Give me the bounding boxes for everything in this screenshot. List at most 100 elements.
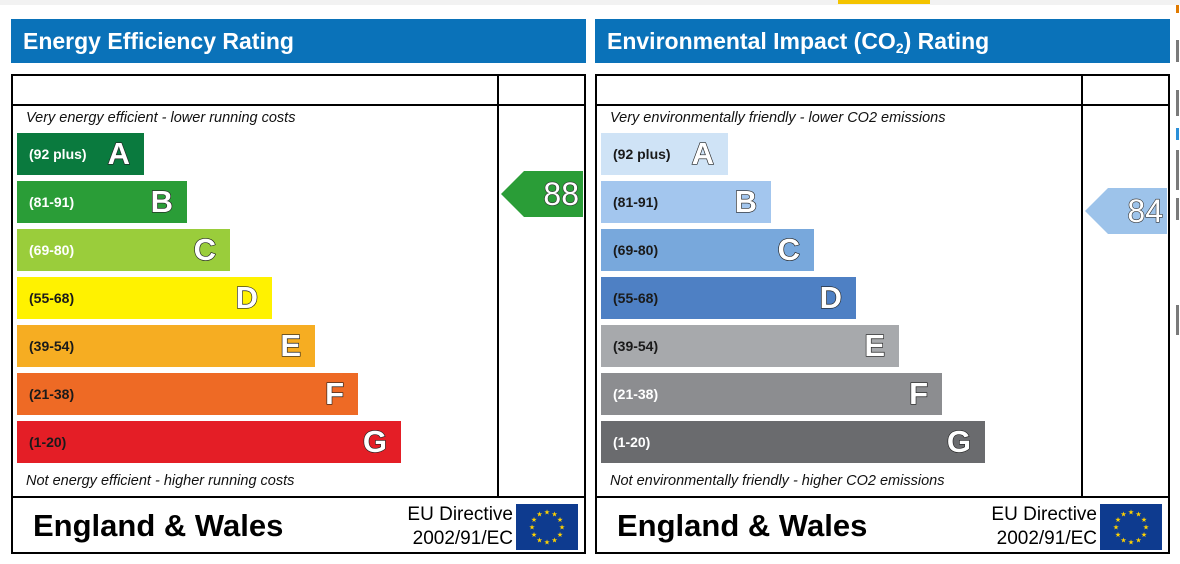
energy-efficiency-panel: Energy Efficiency Rating Very energy eff…	[11, 19, 586, 554]
band-letter: G	[946, 423, 971, 459]
rating-band-c: (69-80) C	[601, 229, 814, 271]
rating-band-c: (69-80) C	[17, 229, 230, 271]
rating-frame: Very environmentally friendly - lower CO…	[595, 74, 1170, 554]
band-range-label: (92 plus)	[29, 146, 87, 162]
header-divider	[597, 104, 1168, 106]
current-rating-value: 84	[1127, 192, 1164, 229]
rating-band-e: (39-54) E	[17, 325, 315, 367]
directive-line-2: 2002/91/EC	[996, 528, 1097, 549]
directive-line-1: EU Directive	[407, 504, 513, 525]
eu-star: ★	[557, 531, 563, 539]
eu-star: ★	[1128, 509, 1134, 517]
band-range-label: (21-38)	[613, 386, 659, 402]
band-letter: D	[235, 279, 259, 315]
eu-star: ★	[557, 516, 563, 524]
eu-star: ★	[1120, 511, 1126, 519]
panel-title: Energy Efficiency Rating	[11, 19, 586, 63]
band-range-label: (39-54)	[29, 338, 75, 354]
eu-star: ★	[536, 511, 542, 519]
eu-star: ★	[551, 536, 557, 544]
note-bottom: Not energy efficient - higher running co…	[26, 473, 295, 489]
column-divider	[497, 76, 499, 498]
rating-band-e: (39-54) E	[601, 325, 899, 367]
rating-band-b: (81-91) B	[17, 181, 187, 223]
band-range-label: (1-20)	[613, 434, 651, 450]
band-letter: A	[107, 135, 131, 171]
band-letter: G	[362, 423, 387, 459]
panel-title-main: Environmental Impact (CO	[607, 28, 896, 54]
eu-star: ★	[529, 524, 535, 532]
band-range-label: (81-91)	[29, 194, 75, 210]
rating-band-f: (21-38) F	[601, 373, 942, 415]
panel-title-suffix: ) Rating	[903, 28, 990, 54]
eu-star: ★	[544, 539, 550, 547]
eu-star: ★	[531, 531, 537, 539]
rating-band-b: (81-91) B	[601, 181, 771, 223]
panel-title-subscript: 2	[895, 40, 904, 56]
eu-star: ★	[1135, 536, 1141, 544]
note-top: Very environmentally friendly - lower CO…	[610, 110, 946, 126]
arrow-shape	[501, 171, 583, 217]
eu-star: ★	[551, 511, 557, 519]
note-top: Very energy efficient - lower running co…	[26, 110, 296, 126]
eu-star: ★	[1113, 524, 1119, 532]
footer-divider	[597, 496, 1168, 498]
rating-band-a: (92 plus) A	[601, 133, 728, 175]
eu-star: ★	[1120, 536, 1126, 544]
eu-star: ★	[1128, 539, 1134, 547]
band-letter: C	[193, 231, 217, 267]
note-bottom: Not environmentally friendly - higher CO…	[610, 473, 945, 489]
eu-directive: EU Directive 2002/91/EC	[393, 503, 513, 551]
top-bar-accent	[838, 0, 930, 4]
rating-band-a: (92 plus) A	[17, 133, 144, 175]
top-bar	[0, 0, 1180, 5]
band-letter: A	[691, 135, 715, 171]
current-rating-value: 88	[543, 175, 580, 212]
environmental-impact-panel: Environmental Impact (CO2) Rating Very e…	[595, 19, 1170, 554]
arrow-shape	[1085, 188, 1167, 234]
current-rating-arrow: 84	[1085, 188, 1167, 234]
eu-star: ★	[531, 516, 537, 524]
eu-star: ★	[559, 524, 565, 532]
band-range-label: (39-54)	[613, 338, 659, 354]
eu-flag-icon: ★★★★★★★★★ ★ ★★	[1100, 504, 1162, 550]
region-label: England & Wales	[617, 508, 868, 543]
band-range-label: (69-80)	[29, 242, 75, 258]
eu-star: ★	[544, 509, 550, 517]
eu-flag-icon: ★★★★★★★★★ ★ ★★	[516, 504, 578, 550]
band-letter: B	[734, 183, 758, 219]
rating-band-d: (55-68) D	[601, 277, 856, 319]
band-letter: E	[864, 327, 886, 363]
panel-title: Environmental Impact (CO2) Rating	[595, 19, 1170, 63]
rating-frame: Very energy efficient - lower running co…	[11, 74, 586, 554]
band-range-label: (1-20)	[29, 434, 67, 450]
eu-star: ★	[1143, 524, 1149, 532]
current-rating-arrow: 88	[501, 171, 583, 217]
eu-star: ★	[1141, 531, 1147, 539]
eu-star: ★	[1141, 516, 1147, 524]
band-range-label: (21-38)	[29, 386, 75, 402]
directive-line-1: EU Directive	[991, 504, 1097, 525]
band-letter: F	[908, 375, 928, 411]
rating-band-g: (1-20) G	[601, 421, 985, 463]
eu-star: ★	[536, 536, 542, 544]
band-range-label: (55-68)	[613, 290, 659, 306]
band-letter: F	[324, 375, 344, 411]
eu-directive: EU Directive 2002/91/EC	[977, 503, 1097, 551]
header-divider	[13, 104, 584, 106]
directive-line-2: 2002/91/EC	[412, 528, 513, 549]
band-range-label: (81-91)	[613, 194, 659, 210]
eu-star: ★	[1115, 516, 1121, 524]
band-letter: B	[150, 183, 174, 219]
band-letter: D	[819, 279, 843, 315]
band-range-label: (69-80)	[613, 242, 659, 258]
rating-band-f: (21-38) F	[17, 373, 358, 415]
eu-star: ★	[1135, 511, 1141, 519]
edge-marks	[1174, 0, 1180, 564]
band-letter: E	[280, 327, 302, 363]
band-range-label: (55-68)	[29, 290, 75, 306]
rating-band-g: (1-20) G	[17, 421, 401, 463]
eu-star: ★	[1115, 531, 1121, 539]
rating-band-d: (55-68) D	[17, 277, 272, 319]
region-label: England & Wales	[33, 508, 284, 543]
